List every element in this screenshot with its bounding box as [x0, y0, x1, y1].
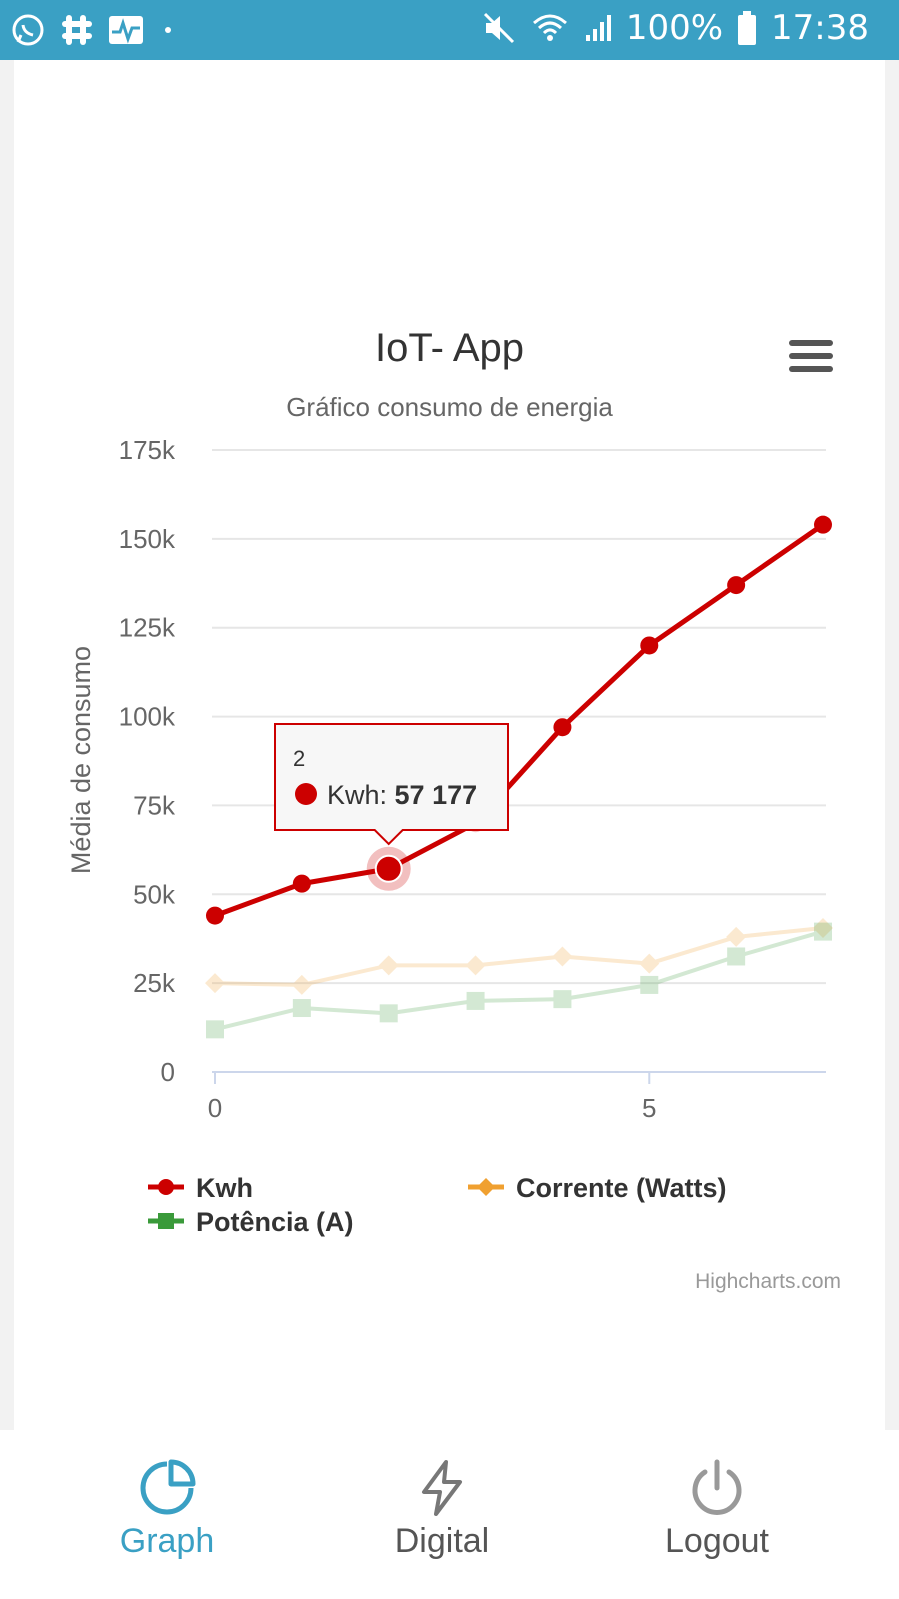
bottom-nav: Graph Digital Logout — [0, 1430, 899, 1599]
data-point — [553, 718, 572, 737]
data-point — [292, 874, 311, 893]
hamburger-icon-bar — [789, 353, 833, 359]
wifi-icon — [532, 14, 567, 41]
clock: 17:38 — [771, 8, 869, 48]
status-bar: 100% 17:38 — [0, 0, 899, 60]
line-chart: 0 25k 50k 75k 100k 125k 150k 175k Média de cons… — [66, 435, 833, 1237]
battery-percent: 100% — [625, 8, 724, 48]
nav-logout[interactable]: Logout — [567, 1430, 867, 1599]
data-point — [378, 955, 399, 976]
chart-subtitle: Gráfico consumo de energia — [286, 392, 613, 422]
nav-digital-label: Digital — [394, 1522, 490, 1560]
x-tick-label: 0 — [208, 1093, 222, 1123]
tooltip-label: Kwh: 57 177 — [327, 780, 477, 810]
y-tick-label: 25k — [133, 968, 176, 998]
series-line — [214, 926, 824, 987]
legend-item[interactable]: Kwh — [148, 1173, 253, 1203]
nav-digital[interactable]: Digital — [292, 1430, 592, 1599]
data-point — [292, 999, 311, 1018]
nav-logout-label: Logout — [665, 1522, 769, 1560]
legend-marker — [158, 1179, 174, 1195]
chart-title: IoT- App — [375, 326, 524, 370]
notification-dot-icon — [165, 27, 171, 33]
tooltip-x-value: 2 — [293, 746, 305, 771]
data-point — [205, 973, 225, 994]
nav-graph-label: Graph — [119, 1522, 215, 1560]
power-icon — [692, 1459, 742, 1515]
legend-label: Corrente (Watts) — [516, 1173, 727, 1203]
tooltip: 2 Kwh: 57 177 — [274, 723, 509, 846]
y-tick-label: 175k — [119, 435, 176, 465]
y-axis-label: Média de consumo — [66, 646, 96, 874]
data-point — [374, 854, 403, 883]
pie-chart-icon — [140, 1459, 196, 1515]
slack-icon — [62, 15, 92, 45]
signal-icon — [585, 15, 611, 41]
hamburger-icon-bar — [789, 340, 833, 346]
legend: Kwh Corrente (Watts) Potência (A) — [148, 1173, 727, 1237]
data-point — [727, 947, 746, 966]
data-point — [726, 926, 747, 947]
data-point — [813, 918, 833, 939]
credits-link[interactable]: Highcharts.com — [695, 1270, 841, 1293]
chart-menu-button[interactable] — [789, 340, 833, 376]
data-point — [639, 953, 660, 974]
series-line — [214, 522, 825, 918]
data-point — [640, 975, 659, 994]
data-point — [640, 636, 659, 655]
mute-icon — [483, 12, 514, 44]
data-point — [379, 1004, 398, 1023]
battery-icon — [738, 11, 757, 45]
legend-item[interactable]: Potência (A) — [148, 1207, 354, 1237]
data-point — [814, 922, 832, 941]
bolt-icon — [422, 1460, 462, 1516]
y-tick-label: 50k — [133, 879, 176, 909]
tooltip-marker — [295, 783, 317, 805]
data-point — [553, 990, 572, 1009]
legend-label: Potência (A) — [196, 1207, 354, 1237]
data-point — [466, 991, 485, 1010]
series-corrente-watts- — [205, 918, 833, 995]
whatsapp-icon — [12, 14, 44, 46]
series-line — [214, 929, 824, 1032]
hamburger-icon-bar — [789, 366, 833, 372]
gridlines — [212, 449, 826, 985]
series-pot-ncia-a- — [206, 922, 832, 1039]
activity-monitor-icon — [109, 16, 143, 44]
x-tick-label: 5 — [642, 1093, 656, 1123]
data-point — [814, 515, 832, 534]
data-point — [206, 906, 224, 925]
y-tick-label: 100k — [119, 702, 176, 732]
legend-marker — [477, 1178, 495, 1196]
nav-graph[interactable]: Graph — [17, 1430, 317, 1599]
legend-marker — [158, 1213, 174, 1229]
legend-item[interactable]: Corrente (Watts) — [468, 1173, 727, 1203]
y-tick-label: 75k — [133, 790, 176, 820]
tooltip-value: 57 177 — [395, 780, 478, 810]
tooltip-box — [274, 723, 509, 846]
series-kwh — [206, 515, 832, 925]
data-point — [465, 955, 486, 976]
y-tick-label: 150k — [119, 524, 176, 554]
y-tick-label: 125k — [119, 613, 176, 643]
y-axis-ticks: 0 25k 50k 75k 100k 125k 150k 175k — [119, 435, 176, 1087]
data-point — [552, 946, 573, 967]
series-group — [205, 515, 833, 1039]
y-tick-label: 0 — [161, 1057, 175, 1087]
data-point — [727, 576, 746, 595]
legend-label: Kwh — [196, 1173, 253, 1203]
data-point — [206, 1020, 224, 1039]
data-point — [291, 974, 312, 995]
